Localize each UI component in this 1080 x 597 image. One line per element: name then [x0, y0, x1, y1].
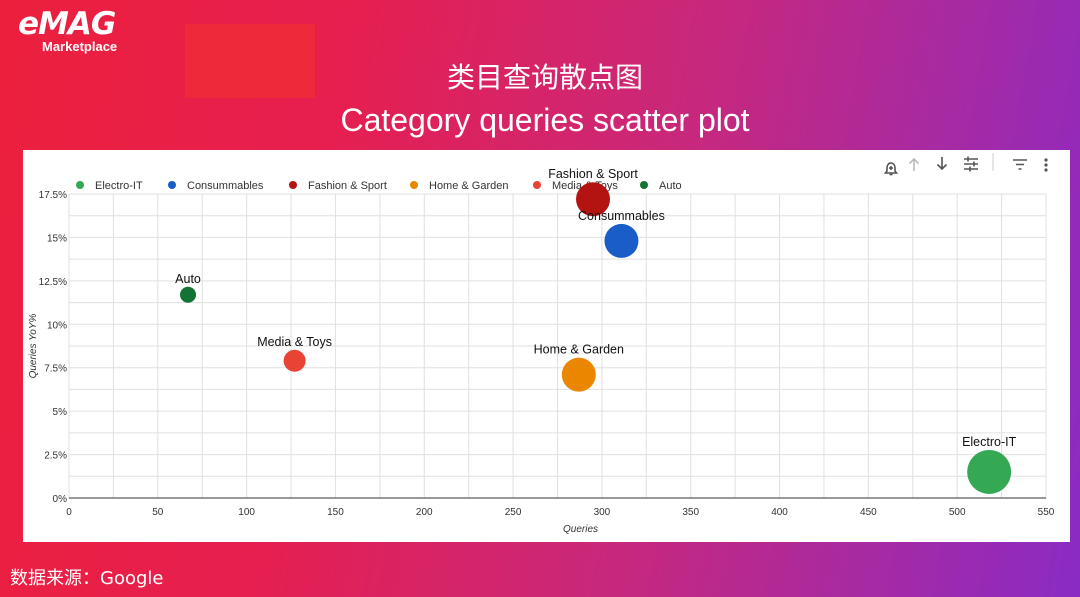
x-tick-label: 250 — [505, 507, 522, 518]
legend-label[interactable]: Auto — [659, 180, 682, 192]
chart-points — [180, 182, 1012, 494]
filter-icon[interactable] — [1013, 159, 1027, 170]
page-title-chinese: 类目查询散点图 — [446, 61, 643, 94]
tune-icon[interactable] — [964, 156, 978, 172]
x-tick-label: 200 — [416, 507, 433, 518]
x-axis-title: Queries — [563, 524, 598, 535]
logo-subtext: Marketplace — [42, 39, 118, 54]
x-tick-label: 550 — [1038, 507, 1055, 518]
y-tick-label: 5% — [53, 407, 68, 418]
page-title-english: Category queries scatter plot — [340, 102, 750, 138]
data-point-label: Home & Garden — [534, 343, 624, 357]
x-tick-label: 400 — [771, 507, 788, 518]
y-tick-label: 10% — [47, 320, 67, 331]
x-tick-label: 50 — [152, 507, 164, 518]
decorative-red-box — [185, 24, 315, 98]
data-point[interactable] — [180, 286, 197, 303]
data-point-label: Electro-IT — [962, 435, 1017, 449]
source-note: 数据来源：Google — [10, 568, 164, 589]
arrow-down-icon[interactable] — [936, 157, 948, 171]
y-axis-title: Queries YoY% — [28, 313, 39, 378]
x-tick-label: 150 — [327, 507, 344, 518]
logo-text: eMAG — [18, 6, 116, 42]
legend-label[interactable]: Home & Garden — [429, 180, 508, 192]
chart-toolbar — [883, 153, 1048, 176]
chart-grid — [68, 193, 1047, 499]
chart-point-labels: Electro-IT Consummables Fashion & Sport Hom… — [175, 167, 1016, 449]
x-tick-label: 450 — [860, 507, 877, 518]
x-tick-label: 100 — [238, 507, 255, 518]
y-tick-label: 12.5% — [39, 277, 67, 288]
data-point[interactable] — [561, 357, 596, 392]
data-point-label: Fashion & Sport — [548, 167, 638, 181]
data-point-label: Consummables — [578, 209, 665, 223]
emag-logo: eMAG Marketplace — [18, 8, 117, 54]
x-tick-label: 0 — [66, 507, 72, 518]
x-tick-label: 350 — [682, 507, 699, 518]
legend-label[interactable]: Consummables — [187, 180, 264, 192]
bell-add-icon[interactable] — [883, 162, 899, 176]
data-point-label: Auto — [175, 272, 201, 286]
chart-panel: 0 50 100 150 200 250 300 350 400 450 500 550 0% 2.5% 5… — [23, 150, 1070, 542]
data-point-label: Media & Toys — [257, 335, 332, 349]
legend-marker — [533, 181, 541, 189]
legend-marker — [289, 181, 297, 189]
y-tick-label: 17.5% — [39, 190, 67, 201]
y-tick-label: 15% — [47, 233, 67, 244]
y-tick-label: 2.5% — [44, 451, 67, 462]
legend-label[interactable]: Electro-IT — [95, 180, 143, 192]
arrow-up-icon[interactable] — [908, 157, 920, 171]
scatter-chart: 0 50 100 150 200 250 300 350 400 450 500 550 0% 2.5% 5… — [28, 153, 1055, 535]
legend-marker — [640, 181, 648, 189]
legend-marker — [410, 181, 418, 189]
legend-marker — [168, 181, 176, 189]
data-point[interactable] — [576, 182, 611, 217]
data-point[interactable] — [283, 349, 306, 372]
x-tick-label: 500 — [949, 507, 966, 518]
chart-axes: 0 50 100 150 200 250 300 350 400 450 500 550 0% 2.5% 5… — [28, 190, 1055, 535]
y-tick-label: 7.5% — [44, 364, 67, 375]
legend-label[interactable]: Fashion & Sport — [308, 180, 387, 192]
legend-marker — [76, 181, 84, 189]
more-vert-icon[interactable] — [1044, 158, 1048, 172]
y-tick-label: 0% — [53, 494, 68, 505]
data-point[interactable] — [967, 449, 1012, 494]
data-point[interactable] — [604, 223, 639, 258]
x-tick-label: 300 — [594, 507, 611, 518]
